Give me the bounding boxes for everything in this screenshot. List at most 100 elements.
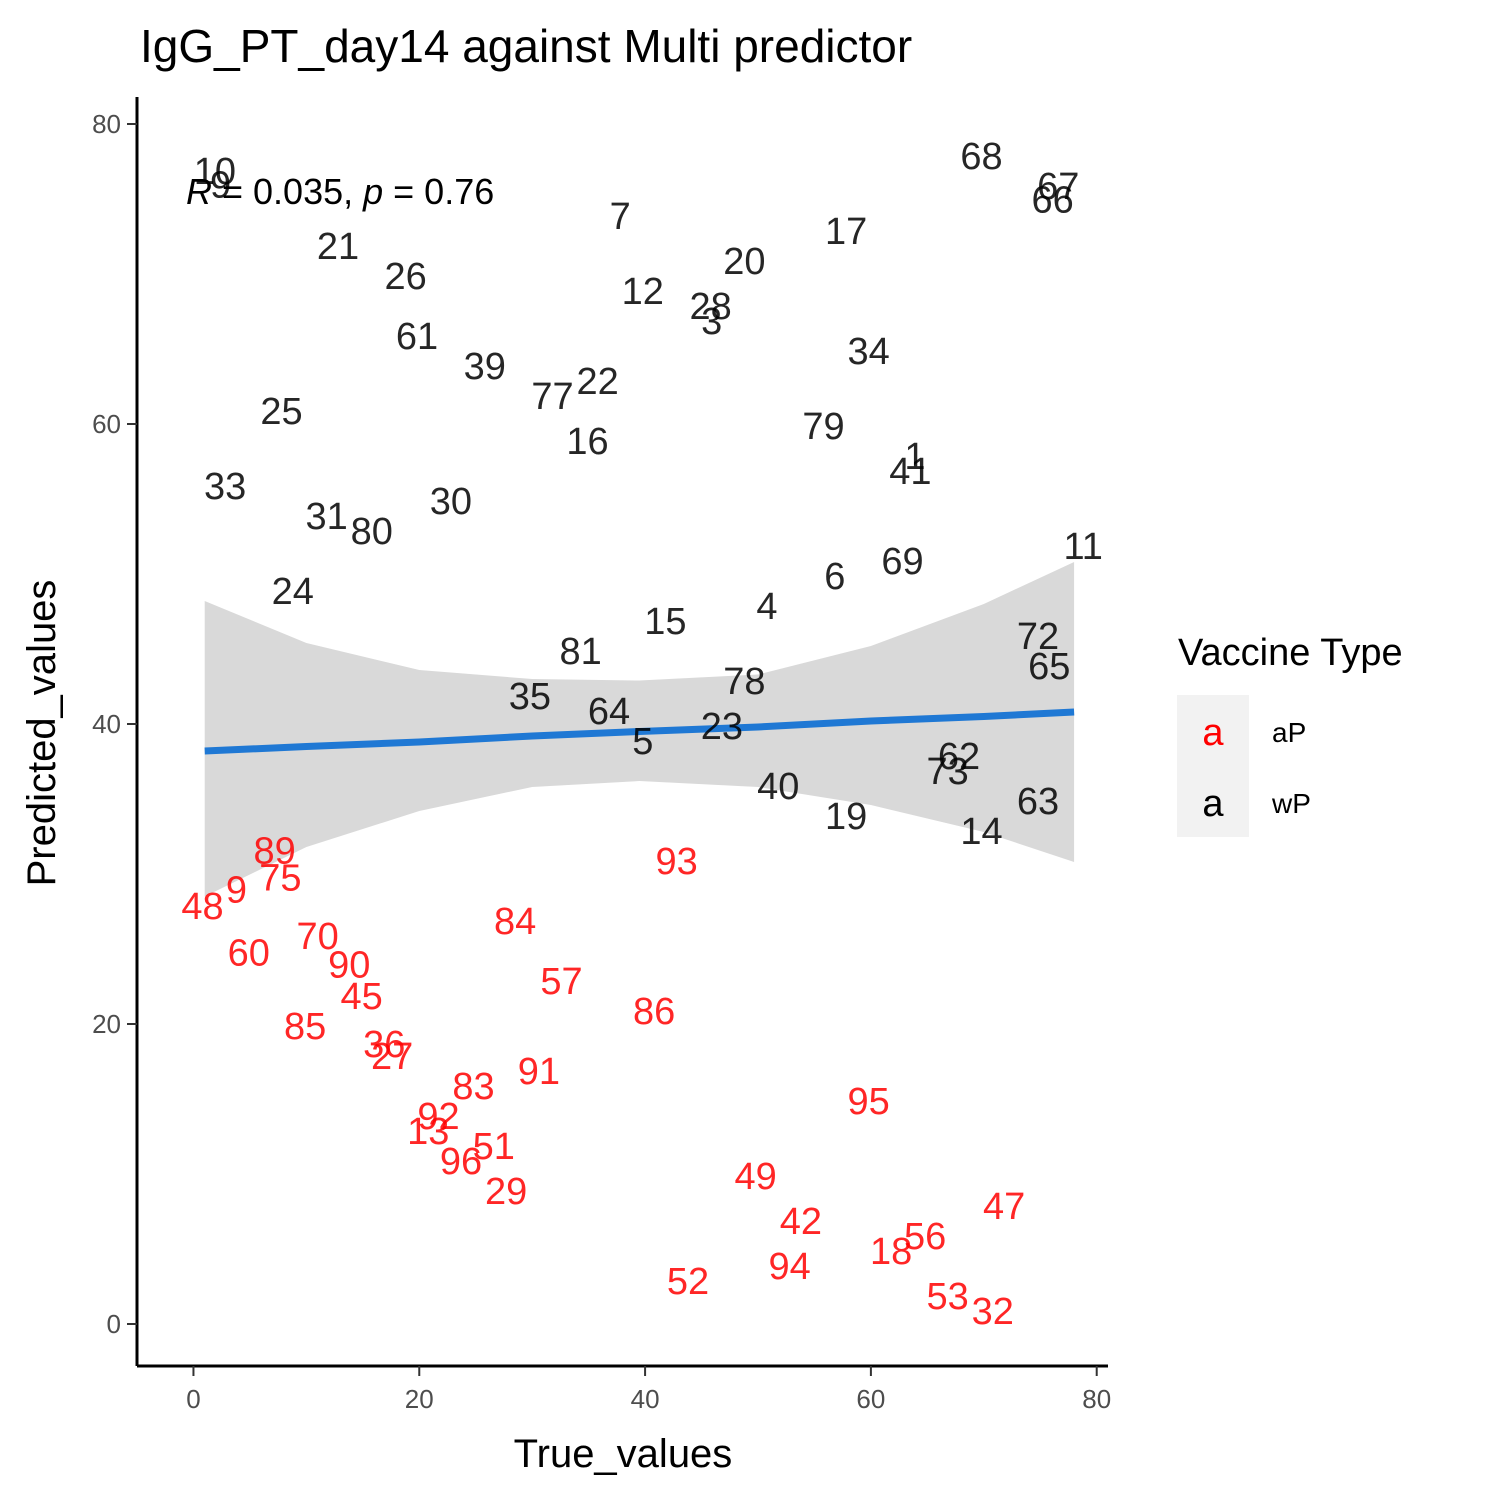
point-label-wp: 11: [1063, 526, 1102, 568]
point-label-ap: 84: [494, 901, 536, 943]
x-tick-label: 40: [631, 1384, 660, 1414]
point-label-ap: 60: [228, 933, 270, 975]
point-label-ap: 18: [870, 1231, 912, 1273]
point-label-wp: 62: [938, 736, 980, 778]
point-label-wp: 22: [577, 361, 619, 403]
point-label-wp: 30: [430, 481, 472, 523]
point-label-wp: 16: [566, 421, 608, 463]
point-label-wp: 41: [889, 451, 931, 493]
point-label-wp: 10: [194, 151, 236, 193]
point-label-wp: 24: [272, 571, 314, 613]
point-label-ap: 48: [181, 886, 223, 928]
regression-layer: [204, 708, 1075, 755]
point-label-wp: 25: [260, 391, 302, 433]
point-label-wp: 81: [560, 631, 602, 673]
point-label-ap: 29: [485, 1171, 527, 1213]
point-label-ap: 90: [328, 945, 370, 987]
y-tick-label: 60: [92, 409, 121, 439]
x-tick-label: 80: [1082, 1384, 1111, 1414]
point-label-wp: 73: [927, 751, 969, 793]
point-label-ap: 91: [518, 1051, 560, 1093]
y-tick-label: 20: [92, 1009, 121, 1039]
point-label-ap: 57: [540, 961, 582, 1003]
point-label-wp: 40: [757, 766, 799, 808]
point-label-ap: 94: [768, 1246, 810, 1288]
point-label-wp: 78: [723, 661, 765, 703]
point-label-ap: 83: [452, 1066, 494, 1108]
r-symbol: R: [186, 171, 212, 212]
legend-title: Vaccine Type: [1178, 632, 1403, 674]
point-label-wp: 31: [306, 496, 348, 538]
point-label-ap: 36: [363, 1024, 405, 1066]
point-label-wp: 79: [802, 406, 844, 448]
point-label-wp: 1: [904, 436, 925, 478]
p-value: = 0.76: [383, 171, 494, 212]
axes: [135, 97, 1108, 1368]
point-label-wp: 4: [756, 586, 777, 628]
point-label-wp: 12: [622, 271, 664, 313]
point-label-wp: 63: [1017, 781, 1059, 823]
correlation-annotation: R = 0.035, p = 0.76: [186, 171, 494, 212]
point-label-wp: 64: [588, 691, 630, 733]
point-label-ap: 93: [656, 841, 698, 883]
x-tick-label: 20: [405, 1384, 434, 1414]
point-label-wp: 14: [960, 811, 1002, 853]
point-label-wp: 65: [1028, 646, 1070, 688]
point-label-ap: 13: [407, 1111, 449, 1153]
point-label-ap: 85: [284, 1006, 326, 1048]
point-label-ap: 86: [633, 991, 675, 1033]
y-tick-label: 80: [92, 109, 121, 139]
point-label-wp: 26: [385, 256, 427, 298]
point-label-ap: 42: [780, 1201, 822, 1243]
point-label-ap: 92: [417, 1096, 459, 1138]
point-label-wp: 72: [1017, 616, 1059, 658]
point-label-ap: 51: [473, 1126, 515, 1168]
y-axis-title: Predicted_values: [20, 580, 64, 887]
point-label-wp: 20: [723, 241, 765, 283]
x-axis-title: True_values: [514, 1432, 733, 1476]
r-value: = 0.035,: [212, 171, 363, 212]
point-label-ap: 96: [440, 1141, 482, 1183]
ticks-layer: 0 20 40 60 80 0 20 40 60 80: [92, 109, 1111, 1414]
point-label-wp: 61: [396, 316, 438, 358]
point-label-ap: 32: [972, 1291, 1014, 1333]
x-tick-label: 0: [186, 1384, 200, 1414]
point-label-ap: 27: [371, 1036, 413, 1078]
point-label-wp: 80: [351, 511, 393, 553]
p-symbol: p: [362, 171, 383, 212]
point-label-wp: 23: [701, 706, 743, 748]
point-label-wp: 68: [960, 136, 1002, 178]
point-label-wp: 6: [824, 556, 845, 598]
legend-key-wp: a: [1202, 783, 1224, 825]
point-label-wp: 15: [644, 601, 686, 643]
point-label-ap: 49: [735, 1156, 777, 1198]
legend-label-ap: aP: [1272, 717, 1306, 748]
point-label-ap: 56: [904, 1216, 946, 1258]
point-label-wp: 67: [1037, 166, 1079, 208]
point-label-wp: 69: [881, 541, 923, 583]
y-tick-label: 0: [107, 1309, 121, 1339]
legend-key-ap: a: [1202, 712, 1224, 754]
point-label-wp: 34: [847, 331, 889, 373]
point-label-wp: 9: [210, 165, 231, 207]
point-label-wp: 77: [531, 376, 573, 418]
chart-title: IgG_PT_day14 against Multi predictor: [140, 20, 912, 72]
point-label-ap: 9: [226, 870, 247, 912]
legend: Vaccine Type a aP a wP: [1177, 632, 1403, 837]
y-tick-label: 40: [92, 709, 121, 739]
point-label-wp: 21: [317, 226, 359, 268]
point-label-ap: 95: [847, 1081, 889, 1123]
point-label-ap: 75: [259, 858, 301, 900]
point-label-ap: 70: [297, 916, 339, 958]
point-label-wp: 35: [509, 676, 551, 718]
point-label-wp: 28: [689, 286, 731, 328]
point-label-wp: 39: [464, 346, 506, 388]
legend-key-background: [1177, 695, 1249, 837]
point-label-wp: 19: [825, 796, 867, 838]
point-label-ap: 89: [254, 831, 296, 873]
point-label-wp: 7: [610, 196, 631, 238]
legend-label-wp: wP: [1271, 788, 1311, 819]
point-label-wp: 3: [701, 301, 722, 343]
